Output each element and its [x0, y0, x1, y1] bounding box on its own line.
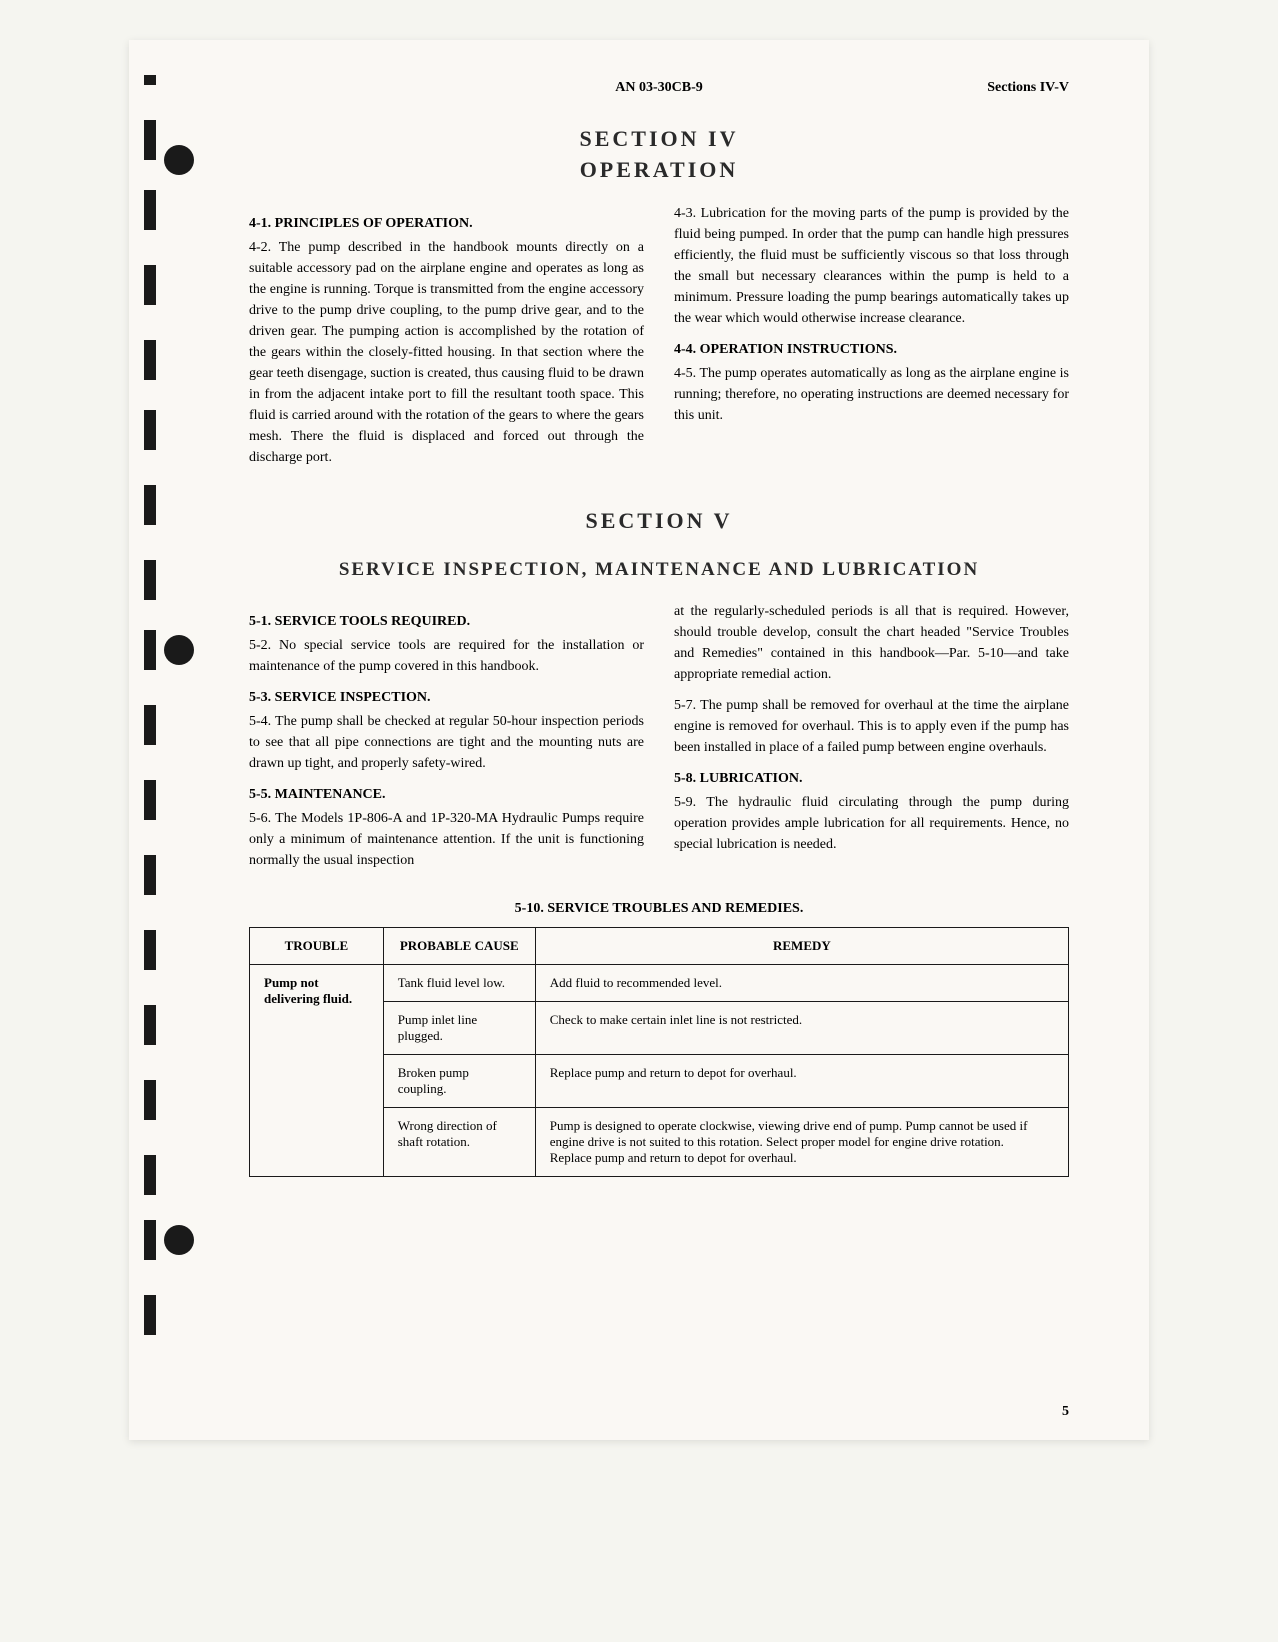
para-5-4: 5-4. The pump shall be checked at regula… [249, 711, 644, 774]
section-4-title: SECTION IV [249, 126, 1069, 152]
cell-trouble: Pump not delivering fluid. [250, 965, 384, 1177]
section-5-content: 5-1. SERVICE TOOLS REQUIRED. 5-2. No spe… [249, 601, 1069, 881]
heading-4-4: 4-4. OPERATION INSTRUCTIONS. [674, 339, 1069, 360]
cell-remedy: Pump is designed to operate clockwise, v… [535, 1108, 1068, 1177]
section-5-right-column: at the regularly-scheduled periods is al… [674, 601, 1069, 881]
cell-cause: Broken pump coupling. [383, 1055, 535, 1108]
para-4-2: 4-2. The pump described in the handbook … [249, 237, 644, 468]
cell-remedy: Check to make certain inlet line is not … [535, 1002, 1068, 1055]
para-5-9: 5-9. The hydraulic fluid circulating thr… [674, 792, 1069, 855]
table-row: Pump not delivering fluid. Tank fluid le… [250, 965, 1069, 1002]
troubles-remedies-table: TROUBLE PROBABLE CAUSE REMEDY Pump not d… [249, 927, 1069, 1177]
heading-5-3: 5-3. SERVICE INSPECTION. [249, 687, 644, 708]
table-header-remedy: REMEDY [535, 928, 1068, 965]
section-5-subtitle: SERVICE INSPECTION, MAINTENANCE AND LUBR… [249, 559, 1069, 581]
para-5-6-cont: at the regularly-scheduled periods is al… [674, 601, 1069, 685]
page-header: AN 03-30CB-9 Sections IV-V [249, 80, 1069, 96]
para-5-6: 5-6. The Models 1P-806-A and 1P-320-MA H… [249, 808, 644, 871]
heading-5-1: 5-1. SERVICE TOOLS REQUIRED. [249, 611, 644, 632]
table-header-trouble: TROUBLE [250, 928, 384, 965]
table-title: 5-10. SERVICE TROUBLES AND REMEDIES. [249, 901, 1069, 917]
cell-remedy: Add fluid to recommended level. [535, 965, 1068, 1002]
section-5-header: SECTION V [249, 508, 1069, 534]
cell-remedy: Replace pump and return to depot for ove… [535, 1055, 1068, 1108]
section-4-subtitle: OPERATION [249, 157, 1069, 183]
section-5-title: SECTION V [249, 508, 1069, 534]
page-number: 5 [1062, 1404, 1069, 1420]
para-5-2: 5-2. No special service tools are requir… [249, 635, 644, 677]
section-4-header: SECTION IV OPERATION [249, 126, 1069, 183]
section-4-content: 4-1. PRINCIPLES OF OPERATION. 4-2. The p… [249, 203, 1069, 478]
cell-cause: Pump inlet line plugged. [383, 1002, 535, 1055]
heading-5-5: 5-5. MAINTENANCE. [249, 784, 644, 805]
section-5-left-column: 5-1. SERVICE TOOLS REQUIRED. 5-2. No spe… [249, 601, 644, 881]
section-4-left-column: 4-1. PRINCIPLES OF OPERATION. 4-2. The p… [249, 203, 644, 478]
cell-cause: Wrong direction of shaft rotation. [383, 1108, 535, 1177]
document-number: AN 03-30CB-9 [249, 80, 1069, 96]
heading-4-1: 4-1. PRINCIPLES OF OPERATION. [249, 213, 644, 234]
table-header-row: TROUBLE PROBABLE CAUSE REMEDY [250, 928, 1069, 965]
para-4-5: 4-5. The pump operates automatically as … [674, 363, 1069, 426]
para-5-7: 5-7. The pump shall be removed for overh… [674, 695, 1069, 758]
section-4-right-column: 4-3. Lubrication for the moving parts of… [674, 203, 1069, 478]
cell-cause: Tank fluid level low. [383, 965, 535, 1002]
binding-holes [139, 40, 189, 1440]
document-page: AN 03-30CB-9 Sections IV-V SECTION IV OP… [129, 40, 1149, 1440]
para-4-3: 4-3. Lubrication for the moving parts of… [674, 203, 1069, 329]
table-header-cause: PROBABLE CAUSE [383, 928, 535, 965]
heading-5-8: 5-8. LUBRICATION. [674, 768, 1069, 789]
sections-label: Sections IV-V [987, 80, 1069, 96]
